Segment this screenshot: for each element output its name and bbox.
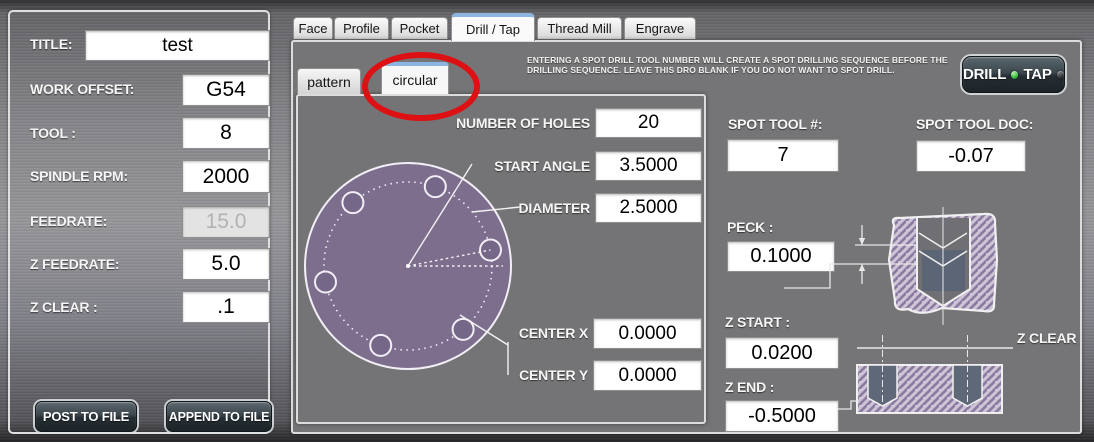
z-feedrate-field[interactable]: 5.0	[182, 248, 270, 280]
tab-thread-mill[interactable]: Thread Mill	[537, 17, 622, 39]
tap-led-icon	[1056, 70, 1064, 79]
diameter-label: DIAMETER	[518, 200, 590, 216]
z-end-label: Z END :	[725, 379, 775, 395]
spot-tool-doc-field[interactable]: -0.07	[916, 140, 1026, 172]
subtab-circular[interactable]: circular	[381, 62, 449, 94]
tap-mode-label: TAP	[1023, 66, 1052, 83]
center-y-field[interactable]: 0.0000	[593, 360, 702, 391]
work-offset-field[interactable]: G54	[182, 74, 270, 106]
tab-drill-tap[interactable]: Drill / Tap	[451, 13, 535, 41]
tab-profile[interactable]: Profile	[334, 17, 389, 39]
start-angle-label: START ANGLE	[494, 158, 590, 174]
start-angle-field[interactable]: 3.5000	[595, 151, 702, 181]
z-end-field[interactable]: -0.5000	[725, 400, 839, 432]
z-clear-diagram-label: Z CLEAR	[1017, 330, 1077, 346]
spindle-rpm-label: SPINDLE RPM:	[30, 168, 128, 184]
peck-label: PECK :	[727, 219, 774, 235]
number-of-holes-field[interactable]: 20	[595, 108, 702, 138]
z-clear-left-label: Z CLEAR :	[30, 299, 98, 315]
drill-mode-label: DRILL	[963, 66, 1007, 83]
z-start-field[interactable]: 0.0200	[725, 337, 839, 369]
title-label: TITLE:	[30, 36, 73, 52]
z-start-label: Z START :	[725, 314, 790, 330]
z-feedrate-label: Z FEEDRATE:	[30, 256, 120, 272]
center-y-label: CENTER Y	[519, 367, 588, 383]
center-x-label: CENTER X	[518, 325, 588, 341]
append-to-file-button[interactable]: APPEND TO FILE	[166, 401, 272, 432]
peck-field[interactable]: 0.1000	[727, 241, 835, 272]
drill-led-icon	[1011, 70, 1019, 79]
diameter-field[interactable]: 2.5000	[595, 193, 702, 223]
tab-pocket[interactable]: Pocket	[391, 17, 448, 39]
title-field[interactable]: test	[85, 30, 270, 61]
tool-label: TOOL :	[30, 125, 76, 141]
z-clear-left-field[interactable]: .1	[182, 291, 270, 323]
feedrate-field: 15.0	[182, 206, 270, 238]
drill-tap-mode-toggle[interactable]: DRILL TAP	[962, 56, 1065, 93]
spot-tool-label: SPOT TOOL #:	[728, 116, 823, 132]
spot-tool-doc-label: SPOT TOOL DOC:	[916, 116, 1034, 132]
tool-field[interactable]: 8	[182, 117, 270, 149]
tab-engrave[interactable]: Engrave	[624, 17, 696, 39]
post-to-file-button[interactable]: POST TO FILE	[35, 401, 137, 432]
subtab-pattern[interactable]: pattern	[297, 68, 361, 94]
spot-tool-field[interactable]: 7	[727, 139, 839, 172]
spot-drill-notice-line1: ENTERING A SPOT DRILL TOOL NUMBER WILL C…	[527, 55, 948, 65]
spot-drill-notice-line2: DRILLING SEQUENCE. LEAVE THIS DRO BLANK …	[527, 65, 895, 75]
feedrate-label: FEEDRATE:	[30, 213, 108, 229]
center-x-field[interactable]: 0.0000	[593, 318, 702, 349]
spindle-rpm-field[interactable]: 2000	[182, 160, 270, 193]
tab-face[interactable]: Face	[293, 17, 333, 39]
number-of-holes-label: NUMBER OF HOLES	[456, 115, 590, 131]
work-offset-label: WORK OFFSET:	[30, 81, 135, 97]
